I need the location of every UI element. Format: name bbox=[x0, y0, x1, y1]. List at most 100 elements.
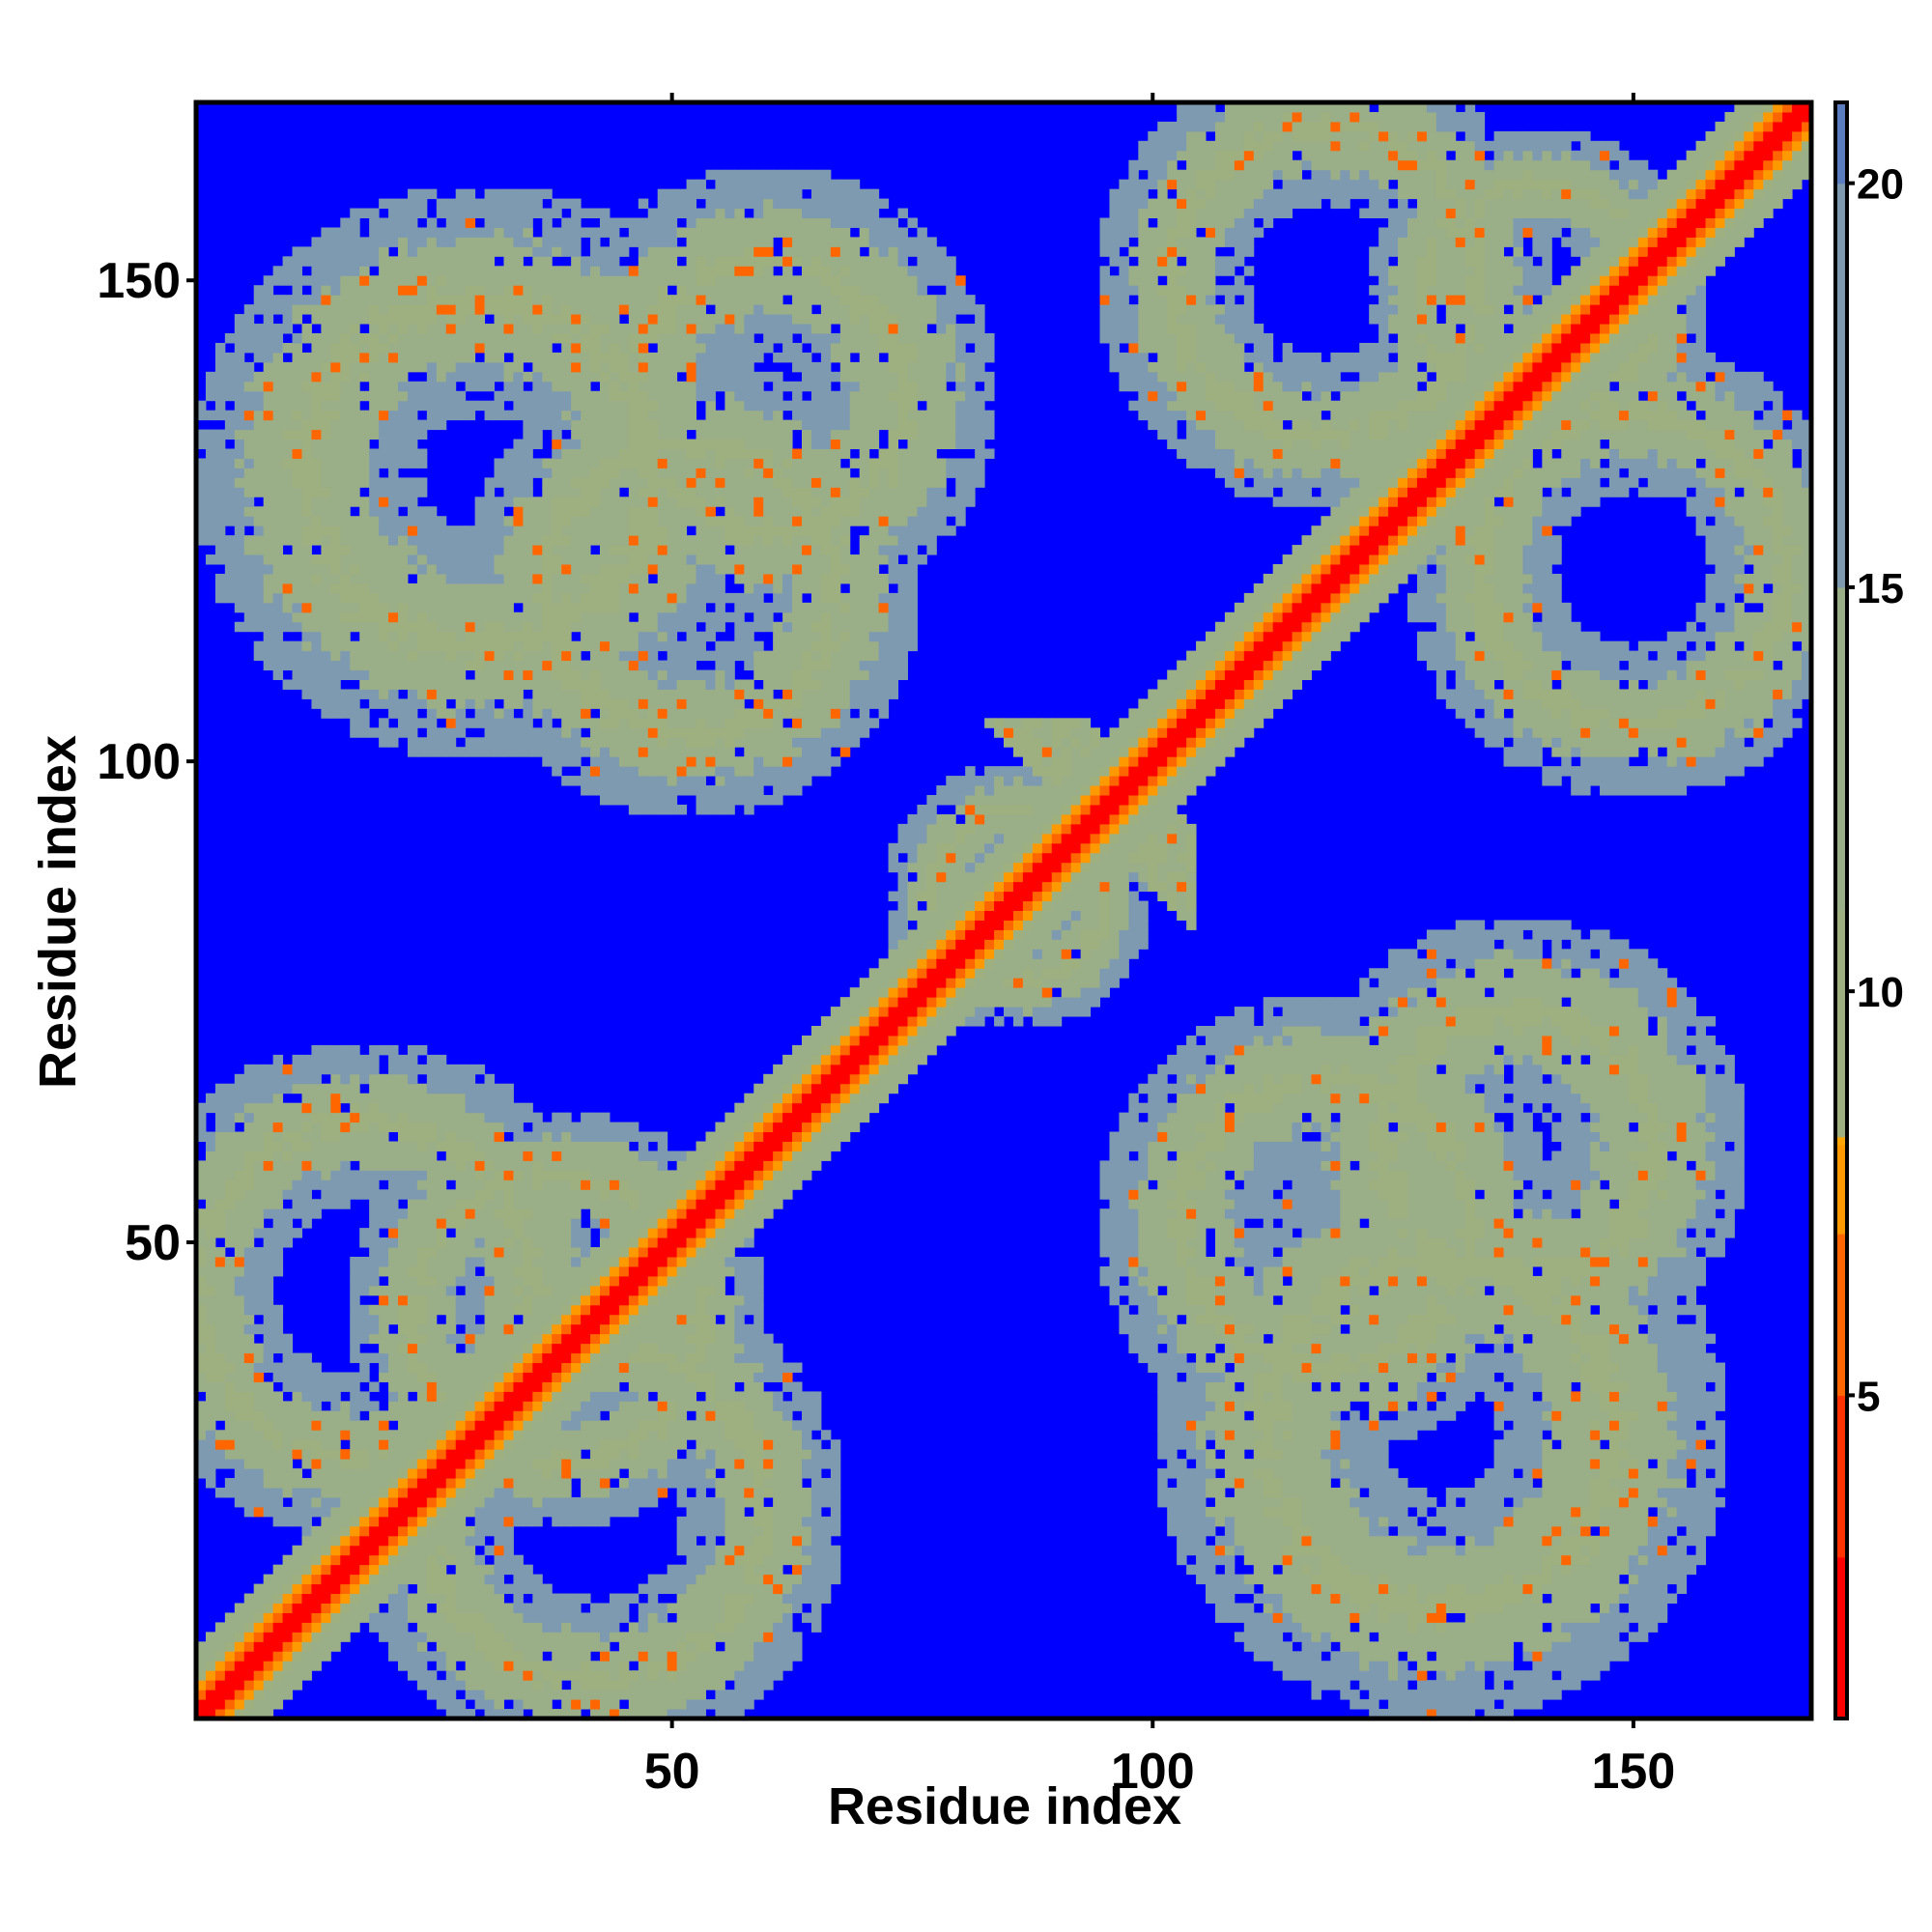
heatmap-cell bbox=[465, 371, 476, 383]
heatmap-cell bbox=[638, 737, 649, 748]
heatmap-cell bbox=[359, 208, 370, 218]
heatmap-cell bbox=[474, 1478, 486, 1489]
heatmap-cell bbox=[224, 1237, 236, 1248]
heatmap-cell bbox=[350, 1102, 360, 1114]
heatmap-cell bbox=[388, 497, 399, 507]
heatmap-cell bbox=[263, 1333, 274, 1345]
heatmap-cell bbox=[398, 217, 409, 228]
heatmap-cell bbox=[253, 458, 265, 469]
heatmap-cell bbox=[330, 468, 341, 478]
heatmap-cell bbox=[647, 650, 659, 662]
heatmap-cell bbox=[272, 1102, 284, 1114]
heatmap-cell bbox=[292, 1179, 302, 1190]
heatmap-cell bbox=[369, 1093, 380, 1104]
heatmap-cell bbox=[503, 708, 514, 719]
heatmap-cell bbox=[618, 776, 630, 786]
heatmap-cell bbox=[426, 1680, 438, 1690]
heatmap-cell bbox=[552, 1122, 562, 1133]
heatmap-cell bbox=[426, 1343, 438, 1354]
heatmap-cell bbox=[416, 592, 428, 604]
heatmap-cell bbox=[474, 1151, 486, 1161]
heatmap-cell bbox=[301, 554, 312, 565]
heatmap-cell bbox=[532, 660, 543, 671]
heatmap-cell bbox=[407, 1420, 418, 1431]
heatmap-cell bbox=[253, 1699, 265, 1710]
heatmap-cell bbox=[628, 545, 639, 555]
heatmap-cell bbox=[513, 381, 524, 392]
heatmap-cell bbox=[292, 390, 302, 402]
heatmap-cell bbox=[542, 1199, 553, 1209]
heatmap-cell bbox=[542, 545, 553, 555]
heatmap-cell bbox=[609, 256, 620, 267]
heatmap-cell bbox=[647, 410, 659, 421]
heatmap-cell bbox=[600, 458, 611, 469]
heatmap-cell bbox=[445, 1583, 457, 1595]
heatmap-cell bbox=[426, 660, 438, 671]
heatmap-cell bbox=[340, 573, 351, 584]
heatmap-cell bbox=[638, 1690, 649, 1700]
heatmap-cell bbox=[638, 1612, 649, 1623]
heatmap-cell bbox=[474, 1372, 486, 1382]
heatmap-cell bbox=[552, 1333, 562, 1345]
heatmap-cell bbox=[494, 1545, 504, 1556]
heatmap-cell bbox=[571, 1189, 582, 1200]
heatmap-cell bbox=[388, 592, 399, 604]
heatmap-cell bbox=[379, 1294, 389, 1306]
heatmap-cell bbox=[638, 1141, 649, 1151]
heatmap-cell bbox=[234, 342, 245, 354]
heatmap-cell bbox=[214, 1218, 226, 1229]
heatmap-cell bbox=[484, 1352, 496, 1364]
heatmap-cell bbox=[513, 1612, 524, 1623]
heatmap-cell bbox=[647, 381, 659, 392]
heatmap-cell bbox=[647, 227, 659, 238]
heatmap-cell bbox=[628, 1314, 639, 1325]
heatmap-cell bbox=[523, 419, 533, 431]
heatmap-cell bbox=[600, 448, 611, 459]
heatmap-cell bbox=[379, 1632, 389, 1642]
heatmap-cell bbox=[465, 1189, 476, 1200]
heatmap-cell bbox=[647, 506, 659, 517]
heatmap-cell bbox=[263, 1401, 274, 1411]
heatmap-cell bbox=[379, 1343, 389, 1354]
heatmap-cell bbox=[513, 573, 524, 584]
heatmap-cell bbox=[445, 1593, 457, 1604]
heatmap-cell bbox=[445, 1285, 457, 1296]
heatmap-cell bbox=[600, 1612, 611, 1623]
heatmap-cell bbox=[455, 1102, 467, 1114]
heatmap-cell bbox=[590, 333, 601, 344]
heatmap-cell bbox=[474, 1430, 486, 1440]
heatmap-cell bbox=[523, 1352, 533, 1364]
heatmap-cell bbox=[638, 747, 649, 757]
heatmap-cell bbox=[455, 1574, 467, 1585]
heatmap-cell bbox=[388, 1651, 399, 1662]
heatmap-cell bbox=[407, 640, 418, 652]
heatmap-cell bbox=[571, 448, 582, 459]
heatmap-cell bbox=[542, 1622, 553, 1633]
heatmap-cell bbox=[436, 747, 447, 757]
heatmap-cell bbox=[196, 1228, 207, 1238]
heatmap-cell bbox=[330, 564, 341, 575]
heatmap-cell bbox=[388, 1496, 399, 1508]
heatmap-cell bbox=[388, 526, 399, 536]
heatmap-cell bbox=[263, 1093, 274, 1104]
heatmap-cell bbox=[292, 1622, 302, 1633]
heatmap-cell bbox=[253, 1247, 265, 1258]
heatmap-cell bbox=[379, 535, 389, 546]
heatmap-cell bbox=[590, 1304, 601, 1316]
heatmap-cell bbox=[196, 1189, 207, 1200]
heatmap-cell bbox=[523, 198, 533, 210]
heatmap-cell bbox=[484, 227, 496, 238]
heatmap-cell bbox=[340, 1554, 351, 1566]
heatmap-cell bbox=[340, 669, 351, 680]
heatmap-cell bbox=[455, 1516, 467, 1527]
heatmap-cell bbox=[542, 1488, 553, 1498]
heatmap-cell bbox=[494, 1160, 504, 1171]
heatmap-cell bbox=[359, 1160, 370, 1171]
heatmap-cell bbox=[214, 1314, 226, 1325]
heatmap-cell bbox=[205, 1670, 216, 1681]
heatmap-cell bbox=[552, 1257, 562, 1267]
heatmap-cell bbox=[350, 1265, 360, 1277]
heatmap-cell bbox=[465, 1257, 476, 1267]
heatmap-cell bbox=[513, 718, 524, 728]
heatmap-cell bbox=[445, 410, 457, 421]
